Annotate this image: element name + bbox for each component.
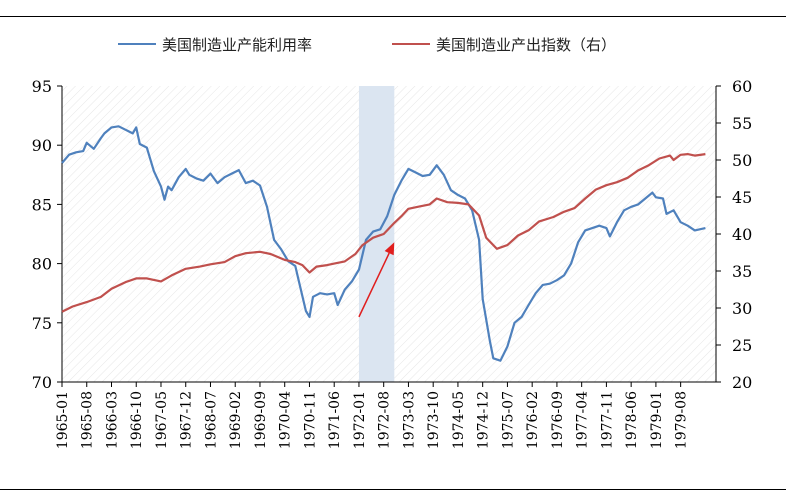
y-right-tick-label: 25 (732, 336, 752, 355)
y-left-tick-label: 80 (32, 255, 52, 274)
x-tick-label: 1970-11 (302, 391, 318, 449)
top-rule (0, 16, 786, 17)
legend-swatch-output-index (392, 42, 430, 46)
shaded-region (358, 86, 395, 382)
series-line-output-index (61, 153, 706, 313)
y-right-tick-label: 55 (732, 114, 752, 133)
x-tick-label: 1969-02 (228, 391, 244, 449)
series-line-utilization (61, 125, 706, 362)
x-tick-label: 1967-05 (154, 391, 170, 449)
y-right-tick-label: 45 (732, 188, 752, 207)
x-tick-label: 1969-09 (253, 391, 269, 449)
y-left-tick-label: 95 (32, 77, 52, 96)
y-left-tick-label: 90 (32, 136, 52, 155)
x-tick-label: 1967-12 (179, 391, 195, 449)
annotation-arrow-head (384, 242, 395, 256)
x-tick-label: 1968-07 (203, 391, 219, 449)
x-tick-label: 1975-07 (500, 391, 516, 449)
x-tick-label: 1972-01 (352, 391, 368, 449)
x-tick-label: 1970-04 (278, 391, 294, 449)
x-tick-label: 1974-05 (451, 391, 467, 449)
x-tick-label: 1973-10 (426, 391, 442, 449)
x-tick-label: 1976-09 (550, 391, 566, 449)
x-tick-label: 1971-06 (327, 391, 343, 449)
x-tick-label: 1977-11 (599, 391, 615, 449)
x-tick-label: 1966-03 (104, 391, 120, 449)
legend-item-utilization: 美国制造业产能利用率 (118, 34, 312, 55)
x-tick-label: 1976-02 (525, 391, 541, 449)
legend-label-output-index: 美国制造业产出指数（右） (436, 36, 617, 54)
legend-swatch-utilization (118, 42, 156, 46)
y-right-tick-label: 20 (732, 373, 752, 392)
y-right-tick-label: 35 (732, 262, 752, 281)
y-right-tick-label: 30 (732, 299, 752, 318)
x-tick-label: 1973-03 (401, 391, 417, 449)
legend-label-utilization: 美国制造业产能利用率 (162, 36, 313, 54)
legend-item-output-index: 美国制造业产出指数（右） (392, 34, 616, 55)
x-tick-label: 1966-10 (129, 391, 145, 449)
x-tick-label: 1965-08 (80, 391, 96, 449)
legend: 美国制造业产能利用率 美国制造业产出指数（右） (0, 34, 786, 54)
x-tick-label: 1965-01 (55, 391, 71, 449)
y-right-tick-label: 60 (732, 77, 752, 96)
bottom-rule (0, 489, 786, 490)
y-left-tick-label: 70 (32, 373, 52, 392)
y-left-tick-label: 75 (32, 314, 52, 333)
x-tick-label: 1979-01 (649, 391, 665, 449)
x-tick-label: 1978-06 (624, 391, 640, 449)
x-tick-label: 1974-12 (476, 391, 492, 449)
y-left-tick-label: 85 (32, 195, 52, 214)
x-tick-label: 1977-04 (575, 391, 591, 449)
x-tick-label: 1979-08 (674, 391, 690, 449)
y-right-tick-label: 50 (732, 151, 752, 170)
annotation-arrow-shaft (358, 252, 390, 318)
x-tick-label: 1972-08 (377, 391, 393, 449)
y-right-tick-label: 40 (732, 225, 752, 244)
